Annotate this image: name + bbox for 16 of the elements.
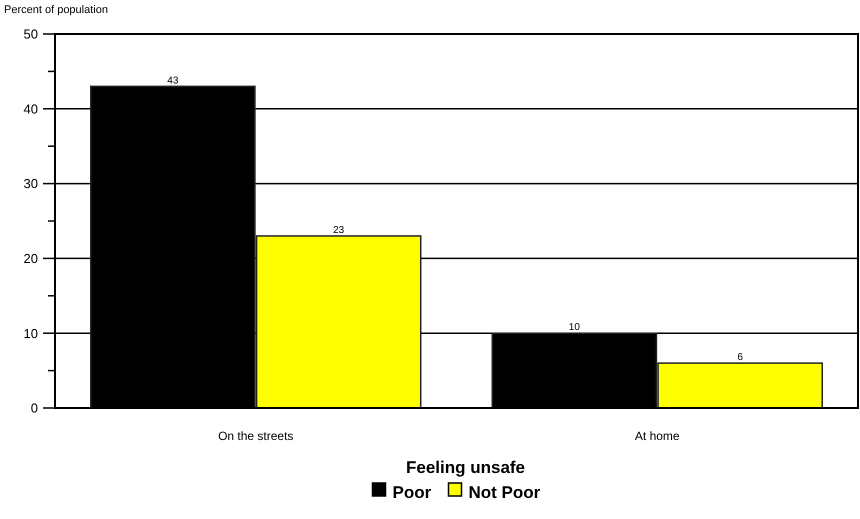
y-tick-label: 20 xyxy=(24,250,38,266)
x-tick-label: At home xyxy=(634,429,680,443)
y-tick-label: 40 xyxy=(24,101,38,116)
y-tick-label: 10 xyxy=(24,326,38,341)
y-axis-title: Percent of population xyxy=(4,4,108,16)
x-tick-label: On the streets xyxy=(218,429,294,443)
data-label: 10 xyxy=(568,322,580,334)
legend-label: Not Poor xyxy=(468,483,541,502)
data-label: 6 xyxy=(737,352,744,364)
data-label: 23 xyxy=(333,224,345,236)
y-tick-label: 30 xyxy=(24,176,38,192)
y-tick-label: 0 xyxy=(30,400,38,416)
x-axis-title: Feeling unsafe xyxy=(406,458,526,477)
y-tick-label: 50 xyxy=(24,26,38,42)
legend-label: Poor xyxy=(392,483,432,502)
data-label: 43 xyxy=(167,75,179,86)
